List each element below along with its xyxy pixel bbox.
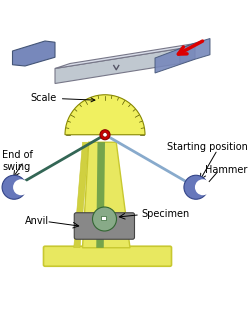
Polygon shape: [74, 142, 89, 248]
Text: Anvil: Anvil: [25, 217, 49, 227]
Text: Starting position: Starting position: [166, 142, 248, 152]
Polygon shape: [82, 142, 130, 248]
Text: Specimen: Specimen: [141, 209, 190, 219]
Circle shape: [103, 133, 107, 137]
Text: End of
swing: End of swing: [2, 150, 34, 172]
Polygon shape: [155, 38, 210, 73]
Polygon shape: [180, 43, 195, 63]
Text: Scale: Scale: [30, 93, 95, 103]
Circle shape: [100, 130, 110, 140]
Circle shape: [2, 175, 26, 199]
Polygon shape: [55, 49, 180, 83]
Circle shape: [13, 179, 29, 195]
Circle shape: [195, 179, 211, 195]
Polygon shape: [96, 142, 105, 248]
Text: Hammer: Hammer: [205, 165, 248, 175]
Wedge shape: [65, 95, 145, 135]
Circle shape: [184, 175, 208, 199]
Circle shape: [92, 207, 116, 231]
Bar: [101, 216, 106, 220]
FancyBboxPatch shape: [74, 213, 134, 239]
Polygon shape: [55, 43, 195, 68]
FancyBboxPatch shape: [44, 246, 172, 266]
Polygon shape: [12, 41, 55, 66]
